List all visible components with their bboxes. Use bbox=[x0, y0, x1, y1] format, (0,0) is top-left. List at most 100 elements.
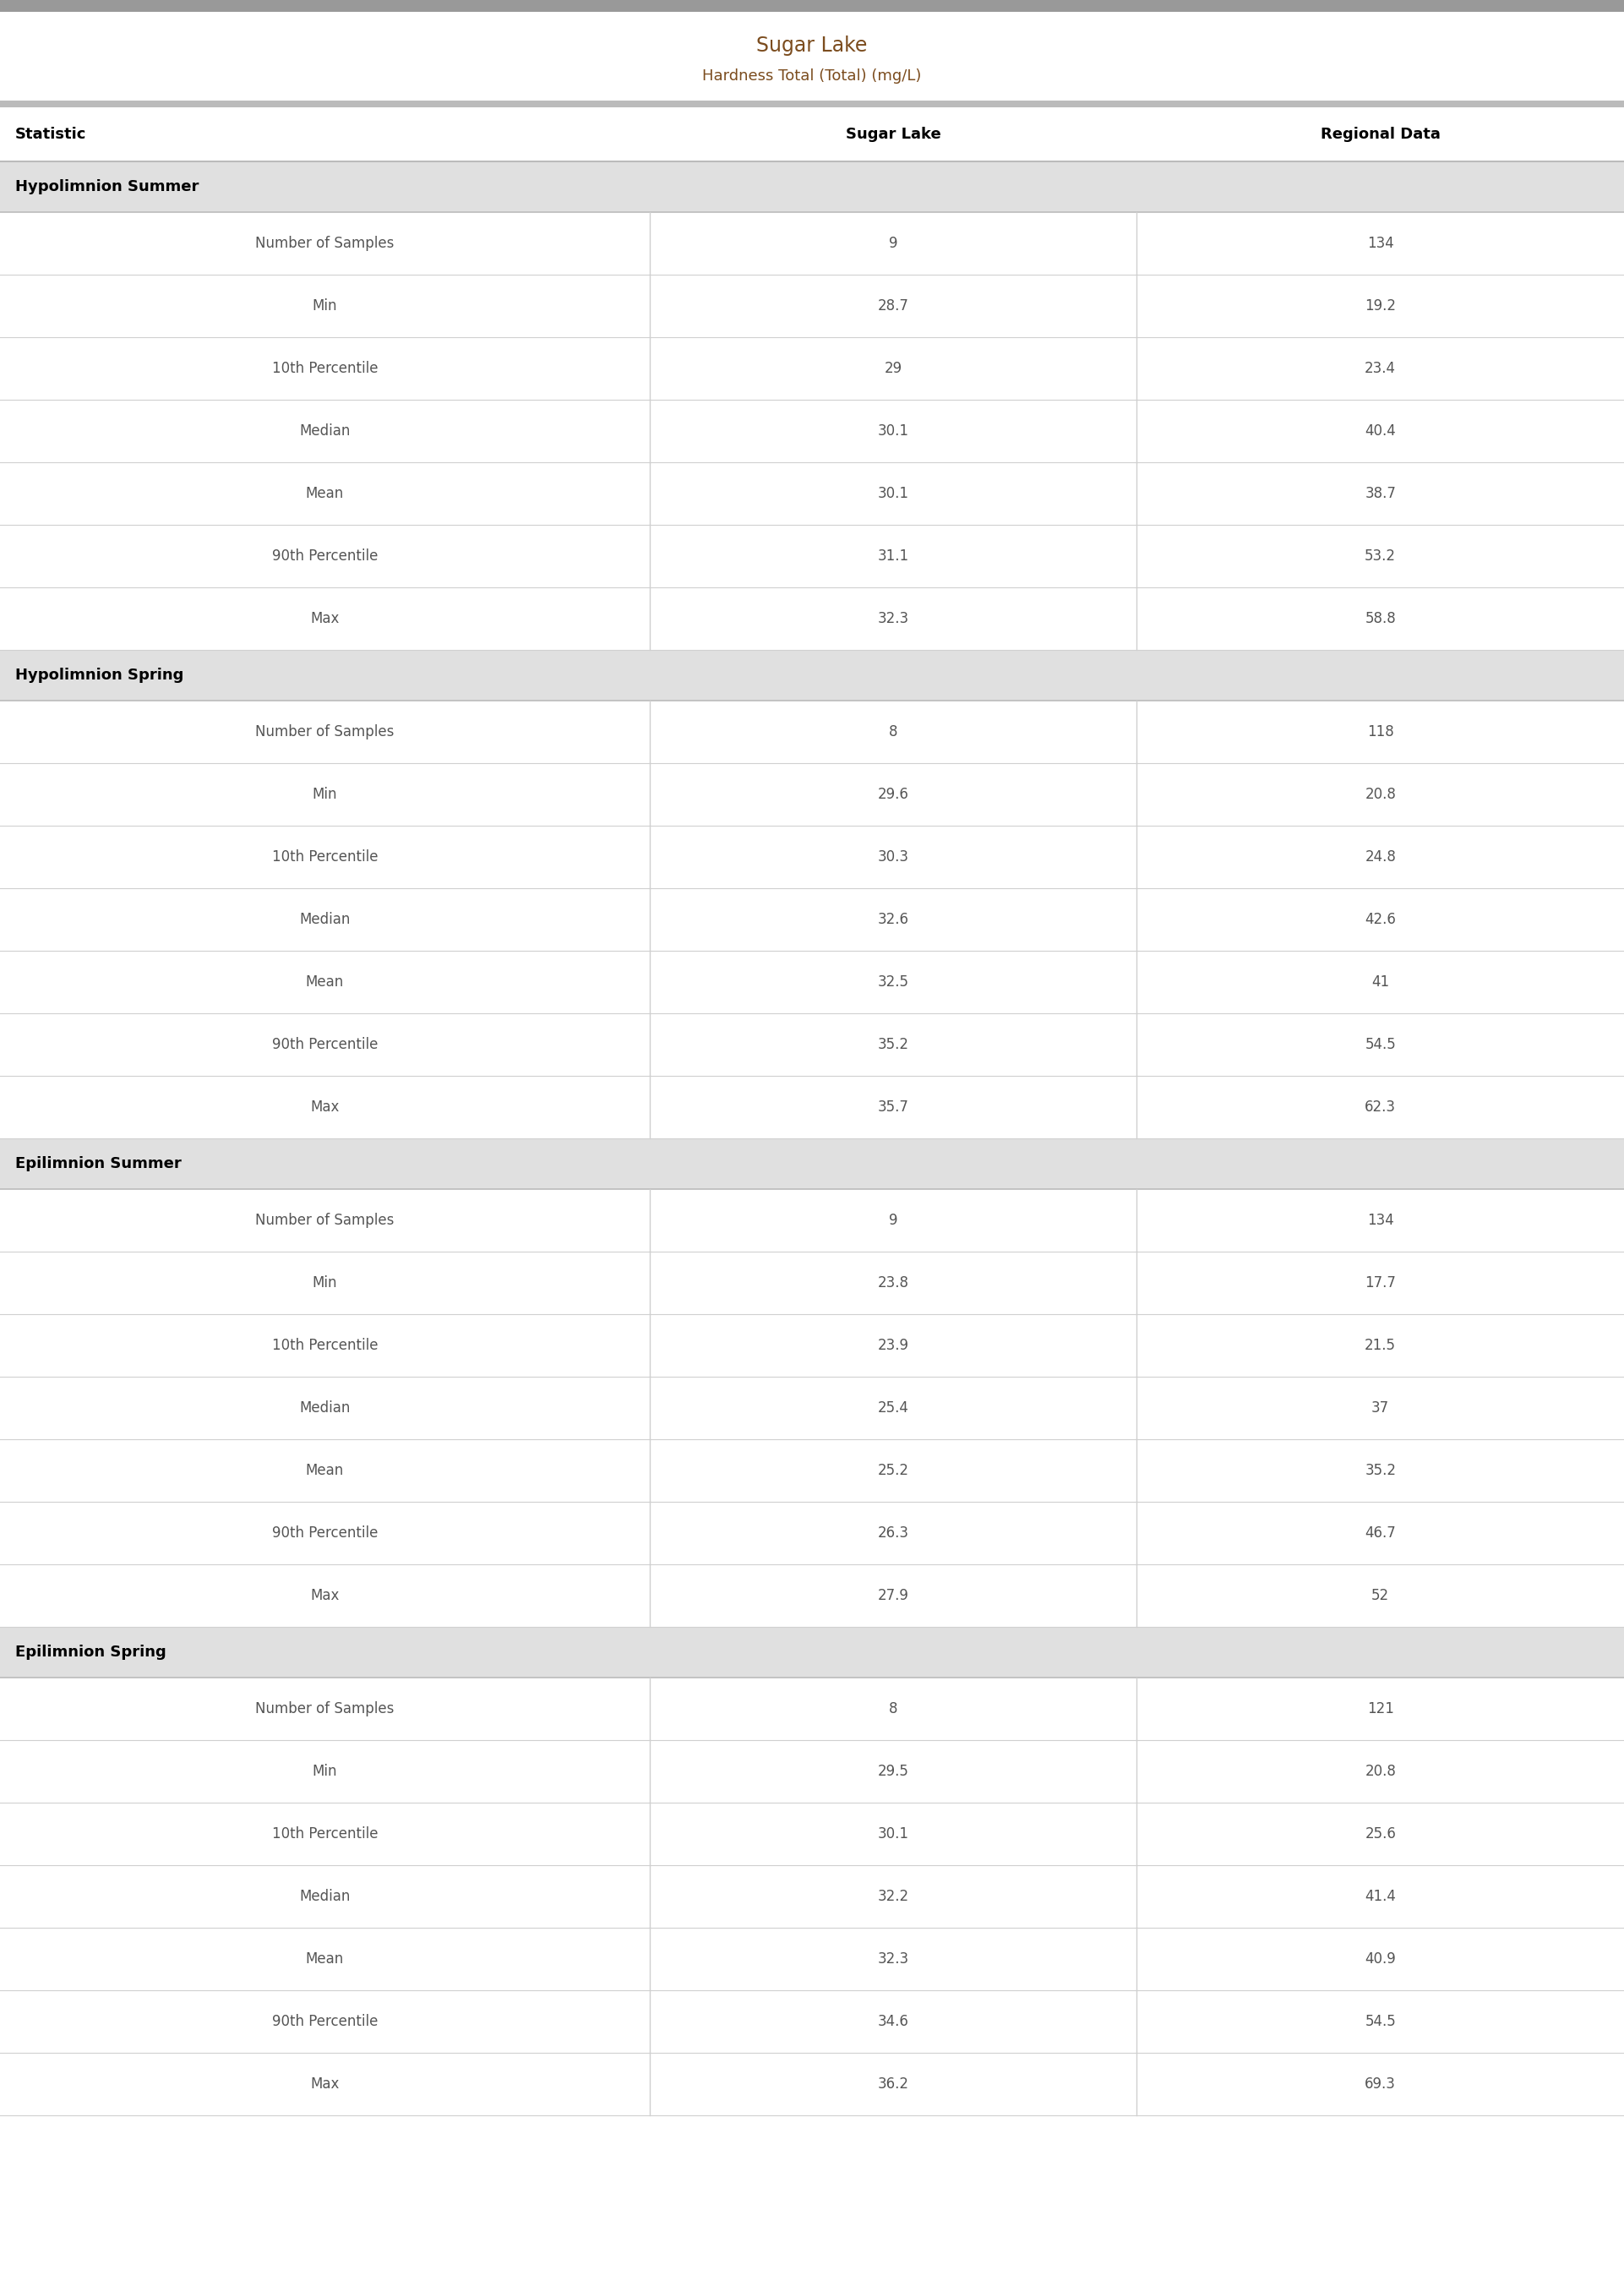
Text: Hardness Total (Total) (mg/L): Hardness Total (Total) (mg/L) bbox=[703, 68, 921, 84]
Text: Max: Max bbox=[310, 1589, 339, 1603]
Text: Regional Data: Regional Data bbox=[1320, 127, 1440, 143]
Bar bbox=[0, 1628, 1624, 1678]
Bar bbox=[0, 826, 1624, 888]
Bar bbox=[0, 211, 1624, 275]
Bar bbox=[0, 1137, 1624, 1189]
Bar bbox=[0, 100, 1624, 107]
Text: 38.7: 38.7 bbox=[1364, 486, 1397, 502]
Text: 35.7: 35.7 bbox=[877, 1099, 909, 1115]
Text: 30.1: 30.1 bbox=[877, 486, 909, 502]
Text: 30.3: 30.3 bbox=[877, 849, 909, 865]
Bar bbox=[0, 1866, 1624, 1927]
Text: 62.3: 62.3 bbox=[1364, 1099, 1397, 1115]
Text: Epilimnion Summer: Epilimnion Summer bbox=[15, 1155, 182, 1171]
Text: 29: 29 bbox=[885, 361, 901, 377]
Text: 10th Percentile: 10th Percentile bbox=[271, 1827, 378, 1841]
Text: 25.6: 25.6 bbox=[1364, 1827, 1397, 1841]
Text: 10th Percentile: 10th Percentile bbox=[271, 849, 378, 865]
Bar bbox=[0, 400, 1624, 463]
Text: Mean: Mean bbox=[305, 1952, 344, 1966]
Text: 32.5: 32.5 bbox=[877, 974, 909, 990]
Text: Statistic: Statistic bbox=[15, 127, 86, 143]
Bar bbox=[0, 463, 1624, 524]
Text: 21.5: 21.5 bbox=[1364, 1337, 1397, 1353]
Bar bbox=[0, 2052, 1624, 2116]
Bar bbox=[0, 1802, 1624, 1866]
Text: 8: 8 bbox=[888, 724, 898, 740]
Text: 23.4: 23.4 bbox=[1364, 361, 1397, 377]
Text: 118: 118 bbox=[1367, 724, 1393, 740]
Text: Number of Samples: Number of Samples bbox=[255, 1212, 395, 1228]
Text: 90th Percentile: 90th Percentile bbox=[271, 549, 378, 563]
Text: 34.6: 34.6 bbox=[877, 2013, 909, 2029]
Bar bbox=[0, 0, 1624, 11]
Text: 32.6: 32.6 bbox=[877, 913, 909, 926]
Text: 90th Percentile: 90th Percentile bbox=[271, 1037, 378, 1053]
Text: Number of Samples: Number of Samples bbox=[255, 724, 395, 740]
Text: 134: 134 bbox=[1367, 236, 1393, 252]
Text: Max: Max bbox=[310, 1099, 339, 1115]
Bar bbox=[0, 275, 1624, 338]
Bar bbox=[0, 338, 1624, 400]
Text: Hypolimnion Summer: Hypolimnion Summer bbox=[15, 179, 198, 195]
Bar bbox=[0, 1927, 1624, 1991]
Text: Median: Median bbox=[299, 424, 351, 438]
Bar bbox=[0, 588, 1624, 649]
Text: 46.7: 46.7 bbox=[1364, 1525, 1397, 1541]
Text: 90th Percentile: 90th Percentile bbox=[271, 2013, 378, 2029]
Text: 35.2: 35.2 bbox=[877, 1037, 909, 1053]
Text: 53.2: 53.2 bbox=[1364, 549, 1397, 563]
Bar bbox=[0, 1376, 1624, 1439]
Text: Hypolimnion Spring: Hypolimnion Spring bbox=[15, 667, 184, 683]
Bar bbox=[0, 1678, 1624, 1741]
Text: Mean: Mean bbox=[305, 486, 344, 502]
Bar bbox=[0, 1076, 1624, 1137]
Text: 37: 37 bbox=[1372, 1401, 1389, 1416]
Text: 41.4: 41.4 bbox=[1364, 1889, 1397, 1905]
Text: 23.9: 23.9 bbox=[877, 1337, 909, 1353]
Text: 10th Percentile: 10th Percentile bbox=[271, 361, 378, 377]
Bar bbox=[0, 1439, 1624, 1503]
Text: 35.2: 35.2 bbox=[1364, 1462, 1397, 1478]
Text: 25.2: 25.2 bbox=[877, 1462, 909, 1478]
Text: 30.1: 30.1 bbox=[877, 424, 909, 438]
Text: 40.9: 40.9 bbox=[1364, 1952, 1397, 1966]
Text: 121: 121 bbox=[1367, 1700, 1393, 1716]
Text: Number of Samples: Number of Samples bbox=[255, 236, 395, 252]
Bar bbox=[0, 951, 1624, 1012]
Text: 8: 8 bbox=[888, 1700, 898, 1716]
Bar bbox=[0, 524, 1624, 588]
Bar bbox=[0, 649, 1624, 701]
Text: Max: Max bbox=[310, 611, 339, 627]
Text: 54.5: 54.5 bbox=[1364, 1037, 1397, 1053]
Text: 24.8: 24.8 bbox=[1364, 849, 1397, 865]
Text: Min: Min bbox=[312, 788, 338, 801]
Text: Min: Min bbox=[312, 1764, 338, 1780]
Bar bbox=[0, 107, 1624, 161]
Text: Median: Median bbox=[299, 1401, 351, 1416]
Text: 32.3: 32.3 bbox=[877, 1952, 909, 1966]
Text: 19.2: 19.2 bbox=[1364, 297, 1397, 313]
Text: 23.8: 23.8 bbox=[877, 1276, 909, 1292]
Text: Median: Median bbox=[299, 913, 351, 926]
Text: Min: Min bbox=[312, 297, 338, 313]
Text: 40.4: 40.4 bbox=[1364, 424, 1397, 438]
Text: Median: Median bbox=[299, 1889, 351, 1905]
Text: 20.8: 20.8 bbox=[1364, 1764, 1397, 1780]
Bar bbox=[0, 763, 1624, 826]
Text: 9: 9 bbox=[888, 1212, 898, 1228]
Text: Sugar Lake: Sugar Lake bbox=[757, 36, 867, 57]
Text: 27.9: 27.9 bbox=[877, 1589, 909, 1603]
Bar bbox=[0, 161, 1624, 211]
Text: 29.5: 29.5 bbox=[877, 1764, 909, 1780]
Text: 17.7: 17.7 bbox=[1364, 1276, 1397, 1292]
Text: 30.1: 30.1 bbox=[877, 1827, 909, 1841]
Text: 28.7: 28.7 bbox=[877, 297, 909, 313]
Text: 20.8: 20.8 bbox=[1364, 788, 1397, 801]
Bar bbox=[0, 1251, 1624, 1314]
Text: Epilimnion Spring: Epilimnion Spring bbox=[15, 1643, 166, 1659]
Text: 31.1: 31.1 bbox=[877, 549, 909, 563]
Text: 29.6: 29.6 bbox=[877, 788, 909, 801]
Text: Min: Min bbox=[312, 1276, 338, 1292]
Text: 25.4: 25.4 bbox=[877, 1401, 909, 1416]
